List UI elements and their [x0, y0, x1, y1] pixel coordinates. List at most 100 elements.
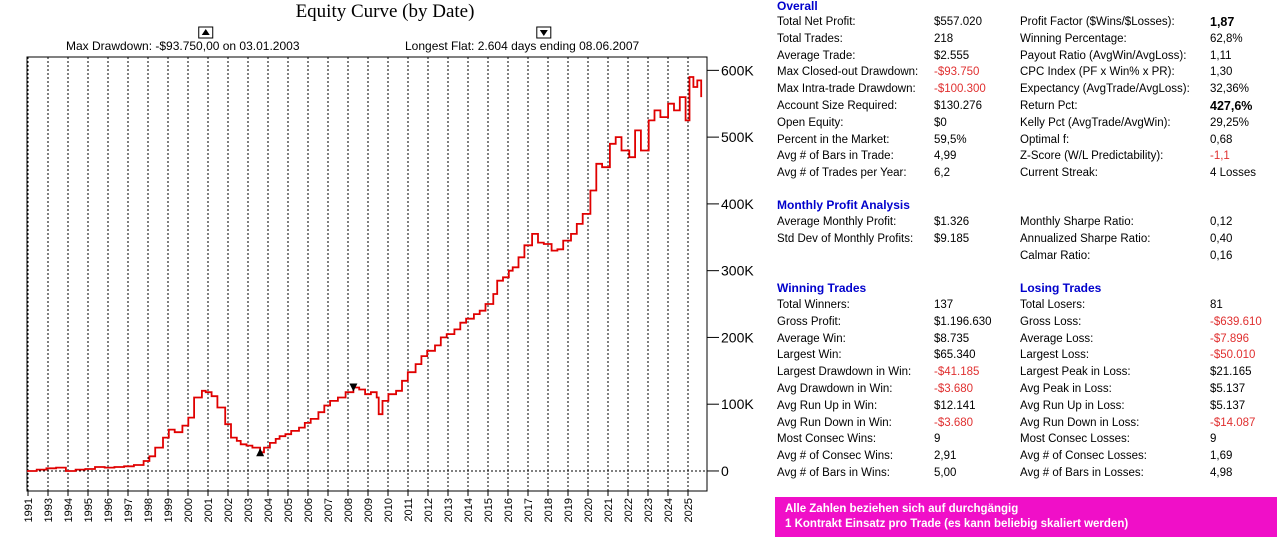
stat-value: 137: [934, 299, 954, 311]
x-tick-label: 2025: [683, 498, 695, 522]
stat-value: -$14.087: [1210, 416, 1256, 429]
stat-label: Average Monthly Profit:: [777, 216, 897, 228]
stat-value: 62,8%: [1210, 32, 1243, 45]
header-down-marker: [539, 30, 548, 36]
x-tick-label: 2003: [243, 498, 255, 522]
stat-label: Largest Drawdown in Win:: [777, 366, 912, 379]
stat-label: Total Losers:: [1020, 299, 1086, 311]
stat-label: Account Size Required:: [777, 100, 898, 112]
y-tick-label: 0: [721, 463, 729, 479]
stat-value: -$639.610: [1210, 315, 1262, 328]
stat-value: 1,69: [1210, 450, 1233, 463]
stat-value: 32,36%: [1210, 83, 1250, 96]
stat-value: 1,87: [1210, 15, 1235, 29]
x-tick-label: 2017: [523, 498, 535, 522]
stat-value: $5.137: [1210, 399, 1246, 412]
stat-value: 0,40: [1210, 232, 1233, 245]
stat-value: -$50.010: [1210, 349, 1256, 362]
stat-label: Avg # of Trades per Year:: [777, 167, 907, 180]
x-tick-label: 1993: [43, 498, 55, 522]
stat-value: 4 Losses: [1210, 167, 1257, 180]
stat-label: Largest Win:: [777, 349, 842, 362]
x-tick-label: 2004: [263, 498, 275, 522]
stat-value: 59,5%: [934, 133, 967, 146]
stat-label: Most Consec Losses:: [1020, 433, 1130, 446]
stat-label: Optimal f:: [1020, 133, 1070, 146]
stat-label: Monthly Sharpe Ratio:: [1020, 216, 1134, 228]
x-tick-label: 2006: [303, 498, 315, 522]
stat-label: Z-Score (W/L Predictability):: [1020, 150, 1164, 163]
x-tick-label: 1999: [163, 498, 175, 522]
stat-label: Avg Run Up in Win:: [777, 399, 878, 412]
statistics-panel: Overall Total Net Profit: $557.020 Total Tr…: [760, 0, 1277, 537]
stat-label: Avg # of Consec Wins:: [777, 450, 894, 463]
stat-value: 1,11: [1210, 49, 1232, 62]
stat-label: Avg # of Bars in Wins:: [777, 467, 890, 479]
stat-value: $2.555: [934, 49, 970, 62]
stat-label: Calmar Ratio:: [1020, 249, 1091, 262]
stat-value: 5,00: [934, 467, 957, 479]
y-tick-label: 200K: [721, 329, 754, 345]
x-tick-label: 2023: [643, 498, 655, 522]
section-title-overall: Overall: [777, 0, 818, 13]
x-tick-label: 1997: [123, 498, 135, 522]
x-tick-label: 2005: [283, 498, 295, 522]
x-tick-label: 2001: [203, 498, 215, 522]
stat-label: Avg # of Bars in Losses:: [1020, 467, 1144, 479]
x-tick-label: 2012: [423, 498, 435, 522]
stat-value: $0: [934, 116, 947, 129]
stat-value: -$3.680: [934, 383, 974, 395]
stat-value: 81: [1210, 299, 1223, 311]
section-title-losing: Losing Trades: [1020, 281, 1102, 295]
x-tick-label: 2014: [463, 498, 475, 522]
stat-value: $21.165: [1210, 366, 1252, 379]
stat-value: $130.276: [934, 100, 982, 112]
x-tick-label: 2000: [183, 498, 195, 522]
section-title-winning: Winning Trades: [777, 281, 867, 295]
stat-label: Max Closed-out Drawdown:: [777, 66, 919, 79]
x-tick-label: 2008: [343, 498, 355, 522]
x-tick-label: 1996: [103, 498, 115, 522]
stat-label: Percent in the Market:: [777, 133, 890, 146]
x-tick-label: 2022: [623, 498, 635, 522]
stat-value: $9.185: [934, 232, 970, 245]
x-tick-label: 1995: [83, 498, 95, 522]
stat-label: Max Intra-trade Drawdown:: [777, 83, 916, 96]
x-tick-label: 2018: [543, 498, 555, 522]
y-axis: 0 100K 200K 300K 400K 500K 600K: [707, 62, 754, 479]
stat-value: -$100.300: [934, 83, 986, 96]
drawdown-marker: [256, 448, 265, 457]
stat-value: 1,30: [1210, 66, 1233, 79]
x-tick-label: 2013: [443, 498, 455, 522]
stat-value: 9: [1210, 433, 1217, 446]
x-tick-label: 2011: [403, 498, 415, 522]
trade-markers: [256, 383, 358, 457]
stat-value: 9: [934, 433, 941, 446]
longest-flat-annotation: Longest Flat: 2.604 days ending 08.06.20…: [405, 39, 640, 53]
flat-end-marker: [349, 383, 358, 392]
stat-label: Avg Run Down in Loss:: [1020, 416, 1140, 429]
stat-label: Return Pct:: [1020, 100, 1078, 112]
stat-label: Avg Run Up in Loss:: [1020, 399, 1125, 412]
header-up-marker: [201, 29, 210, 35]
stat-label: Avg Run Down in Win:: [777, 416, 892, 429]
stat-label: Largest Loss:: [1020, 349, 1090, 362]
stat-label: Total Trades:: [777, 32, 843, 45]
x-tick-label: 2010: [383, 498, 395, 522]
chart-grid: [26, 56, 708, 492]
stat-value: $12.141: [934, 399, 976, 412]
stat-label: Largest Peak in Loss:: [1020, 366, 1131, 379]
note-line-1: Alle Zahlen beziehen sich auf durchgängi…: [785, 503, 1019, 515]
stat-value: 0,16: [1210, 249, 1233, 262]
x-tick-label: 2019: [563, 498, 575, 522]
x-tick-label: 2007: [323, 498, 335, 522]
stat-label: Winning Percentage:: [1020, 32, 1127, 45]
stat-value: -$7.896: [1210, 332, 1250, 345]
stat-label: Current Streak:: [1020, 167, 1098, 180]
x-tick-label: 2002: [223, 498, 235, 522]
stat-value: 218: [934, 32, 954, 45]
stat-label: Kelly Pct (AvgTrade/AvgWin):: [1020, 116, 1171, 129]
stat-value: $1.196.630: [934, 315, 992, 328]
stat-label: Std Dev of Monthly Profits:: [777, 232, 914, 245]
stat-label: Annualized Sharpe Ratio:: [1020, 232, 1151, 245]
